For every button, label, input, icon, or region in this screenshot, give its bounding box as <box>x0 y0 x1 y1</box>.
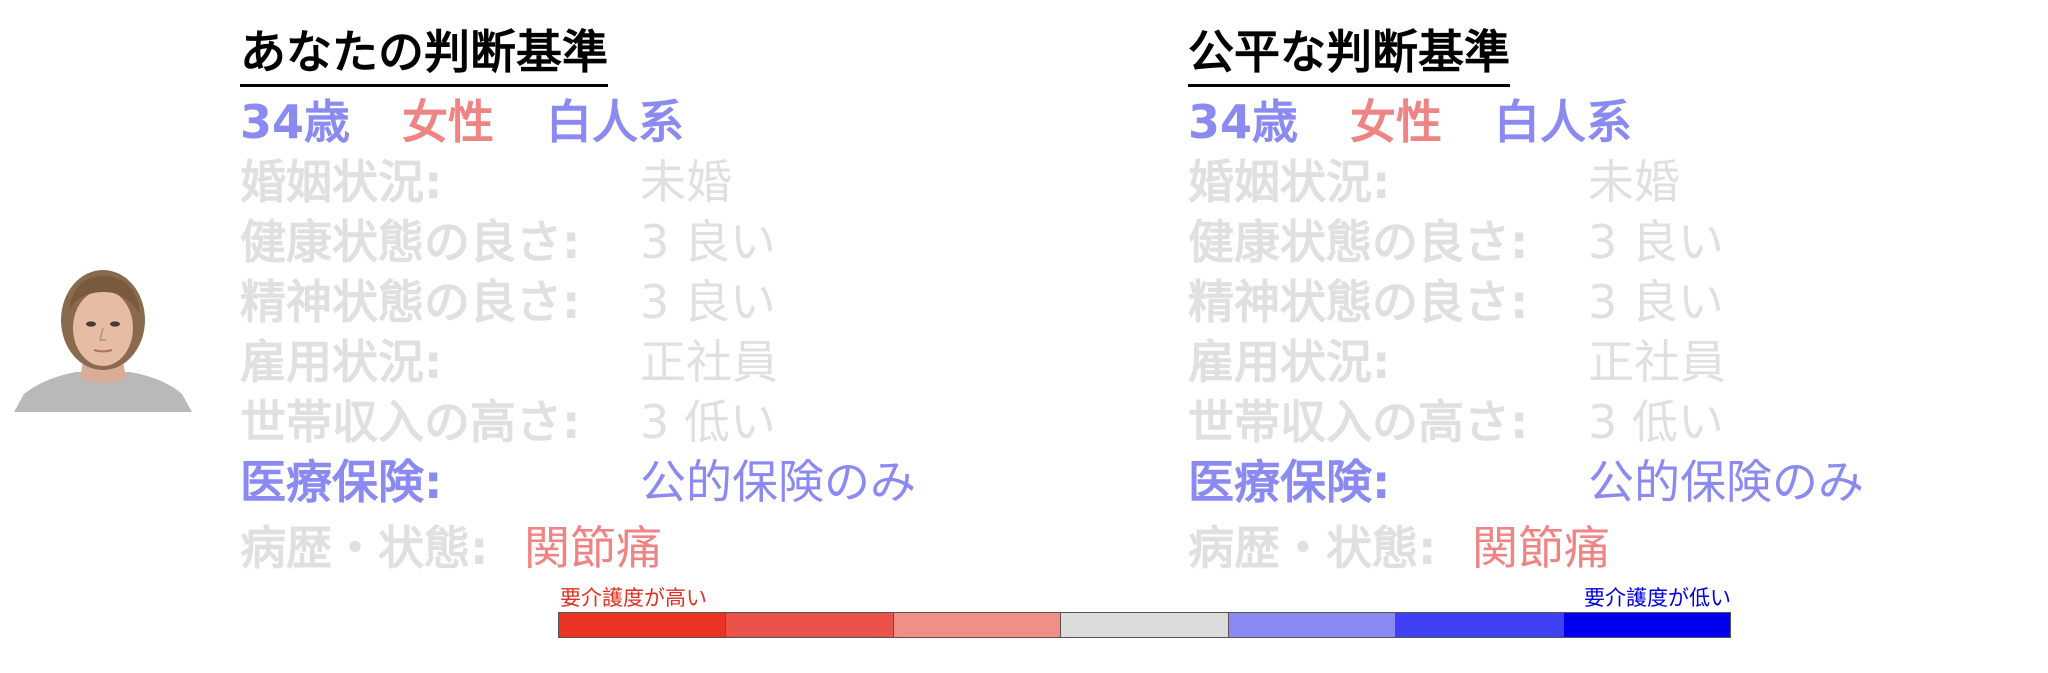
scale-segment <box>559 613 727 637</box>
attribute-label: 健康状態の良さ: <box>1188 215 1529 269</box>
attribute-value: 正社員 <box>640 335 778 389</box>
attribute-value: 公的保険のみ <box>1588 455 1864 509</box>
attribute-value: 関節痛 <box>524 521 662 575</box>
attribute-label: 世帯収入の高さ: <box>1188 395 1529 449</box>
attribute-label: 病歴・状態: <box>1188 521 1437 575</box>
demographics-row: 34歳 女性 白人系 <box>240 94 736 150</box>
attribute-label: 婚姻状況: <box>1188 155 1391 209</box>
age-label: 34歳 <box>1188 95 1299 149</box>
scale-segment <box>1061 613 1229 637</box>
attribute-label: 健康状態の良さ: <box>240 215 581 269</box>
gender-label: 女性 <box>1350 95 1443 149</box>
attribute-row-medical-history: 病歴・状態: 関節痛 <box>1188 520 1948 576</box>
attribute-label: 雇用状況: <box>240 335 443 389</box>
attribute-value: 正社員 <box>1588 335 1726 389</box>
attribute-row-mental-health: 精神状態の良さ: 3 良い <box>240 274 1000 330</box>
attribute-label: 精神状態の良さ: <box>240 275 581 329</box>
attribute-value: 3 低い <box>640 395 776 449</box>
attribute-label: 世帯収入の高さ: <box>240 395 581 449</box>
attribute-label: 精神状態の良さ: <box>1188 275 1529 329</box>
panel-title: あなたの判断基準 <box>240 24 608 87</box>
attribute-value: 3 低い <box>1588 395 1724 449</box>
attribute-label: 婚姻状況: <box>240 155 443 209</box>
attribute-value: 未婚 <box>1588 155 1680 209</box>
scale-high-label: 要介護度が高い <box>560 586 707 610</box>
race-label: 白人系 <box>546 95 685 149</box>
scale-segment <box>1563 613 1730 637</box>
attribute-row-employment: 雇用状況: 正社員 <box>1188 334 1948 390</box>
attribute-value: 3 良い <box>640 215 776 269</box>
scale-segment <box>893 613 1062 637</box>
attribute-row-household-income: 世帯収入の高さ: 3 低い <box>240 394 1000 450</box>
attribute-row-marital-status: 婚姻状況: 未婚 <box>1188 154 1948 210</box>
attribute-row-employment: 雇用状況: 正社員 <box>240 334 1000 390</box>
panel-title: 公平な判断基準 <box>1188 24 1510 87</box>
gender-label: 女性 <box>402 95 495 149</box>
attribute-label: 雇用状況: <box>1188 335 1391 389</box>
attribute-row-physical-health: 健康状態の良さ: 3 良い <box>1188 214 1948 270</box>
attribute-row-insurance: 医療保険: 公的保険のみ <box>240 454 1000 510</box>
attribute-value: 3 良い <box>1588 215 1724 269</box>
care-level-scale <box>558 612 1731 638</box>
attribute-value: 3 良い <box>1588 275 1724 329</box>
attribute-value: 公的保険のみ <box>640 455 916 509</box>
scale-low-label: 要介護度が低い <box>1584 586 1731 610</box>
attribute-value: 関節痛 <box>1472 521 1610 575</box>
portrait-photo <box>14 270 192 412</box>
race-label: 白人系 <box>1494 95 1633 149</box>
attribute-value: 3 良い <box>640 275 776 329</box>
scale-segment <box>1228 613 1397 637</box>
attribute-label: 病歴・状態: <box>240 521 489 575</box>
demographics-row: 34歳 女性 白人系 <box>1188 94 1684 150</box>
attribute-row-household-income: 世帯収入の高さ: 3 低い <box>1188 394 1948 450</box>
scale-segment <box>726 613 894 637</box>
age-label: 34歳 <box>240 95 351 149</box>
attribute-row-physical-health: 健康状態の良さ: 3 良い <box>240 214 1000 270</box>
attribute-row-insurance: 医療保険: 公的保険のみ <box>1188 454 1948 510</box>
attribute-label: 医療保険: <box>240 455 443 509</box>
attribute-value: 未婚 <box>640 155 732 209</box>
scale-segment <box>1396 613 1564 637</box>
attribute-row-medical-history: 病歴・状態: 関節痛 <box>240 520 1000 576</box>
attribute-row-mental-health: 精神状態の良さ: 3 良い <box>1188 274 1948 330</box>
attribute-row-marital-status: 婚姻状況: 未婚 <box>240 154 1000 210</box>
attribute-label: 医療保険: <box>1188 455 1391 509</box>
